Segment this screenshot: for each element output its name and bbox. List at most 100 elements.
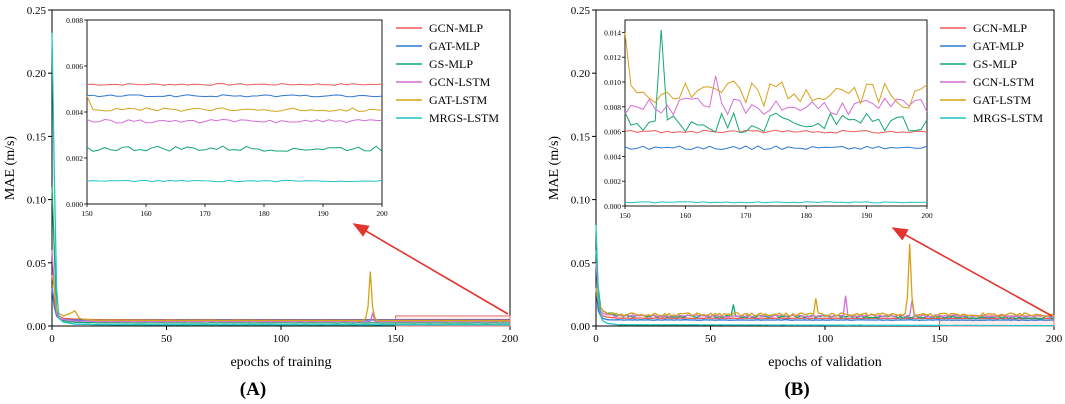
inset-x-tick-label: 170 bbox=[199, 209, 211, 218]
inset-x-tick-label: 150 bbox=[619, 211, 631, 220]
inset-x-tick-label: 170 bbox=[740, 211, 752, 220]
series-line-gcn-lstm bbox=[51, 250, 511, 323]
inset-x-tick-label: 190 bbox=[861, 211, 873, 220]
inset-series-line-gcn-mlp bbox=[624, 129, 928, 134]
series-line-mrgs-lstm bbox=[51, 32, 511, 326]
inset-y-tick-label: 0.012 bbox=[604, 53, 621, 62]
y-tick-label: 0.20 bbox=[571, 68, 591, 80]
x-axis-label: epochs of validation bbox=[768, 355, 882, 370]
inset-x-tick-label: 180 bbox=[258, 209, 270, 218]
series-line-gat-mlp bbox=[51, 288, 511, 321]
inset-series-line-gat-lstm bbox=[624, 32, 928, 109]
legend-label: GAT-MLP bbox=[429, 39, 480, 53]
inset-frame bbox=[86, 19, 383, 205]
inset-x-tick-label: 180 bbox=[801, 211, 813, 220]
panel-label-letter: B bbox=[791, 379, 804, 400]
y-tick-label: 0.10 bbox=[27, 195, 47, 207]
y-tick-label: 0.25 bbox=[571, 5, 591, 17]
x-tick-label: 100 bbox=[273, 333, 290, 345]
zoom-arrow bbox=[891, 227, 1053, 317]
legend-label: GAT-LSTM bbox=[429, 93, 488, 107]
y-tick-label: 0.05 bbox=[571, 258, 591, 270]
inset-y-tick-label: 0.008 bbox=[66, 16, 83, 25]
x-tick-label: 200 bbox=[502, 333, 519, 345]
y-tick-label: 0.20 bbox=[27, 68, 47, 80]
legend-label: GCN-LSTM bbox=[973, 75, 1035, 89]
x-tick-label: 200 bbox=[1046, 333, 1063, 345]
panel-label-letter: A bbox=[246, 379, 260, 400]
inset-x-tick-label: 200 bbox=[921, 211, 933, 220]
series-line-mrgs-lstm bbox=[595, 224, 1055, 327]
inset-series-line-gcn-lstm bbox=[624, 75, 928, 116]
x-tick-label: 100 bbox=[817, 333, 834, 345]
panel-label-close: ) bbox=[803, 379, 809, 400]
inset-y-tick-label: 0.008 bbox=[604, 103, 621, 112]
x-tick-label: 50 bbox=[705, 333, 717, 345]
series-line-gat-mlp bbox=[595, 288, 1055, 321]
inset-y-tick-label: 0.002 bbox=[604, 177, 621, 186]
inset-y-tick-label: 0.000 bbox=[66, 200, 83, 209]
panel-label: (A) bbox=[240, 379, 266, 400]
y-tick-label: 0.10 bbox=[571, 195, 591, 207]
panel-a: 0 50 100 150 200 0.00 0.05 0.10 0.15 0.20 0.25 epoc… bbox=[3, 5, 519, 400]
series-line-gs-mlp bbox=[595, 250, 1055, 320]
inset-x-tick-label: 150 bbox=[81, 209, 93, 218]
inset-x-tick-label: 160 bbox=[680, 211, 692, 220]
y-tick-label: 0.15 bbox=[571, 131, 591, 143]
legend-label: GCN-MLP bbox=[973, 21, 1027, 35]
inset-series-line-mrgs-lstm bbox=[624, 201, 927, 204]
inset-y-tick-label: 0.010 bbox=[604, 78, 621, 87]
series-line-gcn-lstm bbox=[595, 262, 1054, 318]
inset-series-line-gat-mlp bbox=[86, 94, 383, 98]
y-tick-label: 0.05 bbox=[27, 258, 47, 270]
y-tick-label: 0.00 bbox=[571, 321, 591, 333]
legend-label: GAT-LSTM bbox=[973, 93, 1032, 107]
x-tick-label: 150 bbox=[931, 333, 948, 345]
series-line-gat-lstm bbox=[595, 243, 1055, 318]
inset-x-tick-label: 190 bbox=[317, 209, 329, 218]
x-tick-label: 0 bbox=[49, 333, 55, 345]
inset-x-tick-label: 200 bbox=[376, 209, 388, 218]
x-tick-label: 150 bbox=[387, 333, 404, 345]
y-tick-label: 0.00 bbox=[27, 321, 47, 333]
x-axis-label: epochs of training bbox=[230, 355, 331, 370]
inset-y-tick-label: 0.002 bbox=[66, 154, 83, 163]
series-line-gat-lstm bbox=[51, 271, 511, 322]
x-tick-label: 50 bbox=[161, 333, 173, 345]
x-tick-label: 0 bbox=[593, 333, 599, 345]
inset-y-tick-label: 0.000 bbox=[604, 202, 621, 211]
series-line-gs-mlp bbox=[51, 186, 510, 324]
inset-series-line-gs-mlp bbox=[624, 29, 928, 134]
legend-label: GAT-MLP bbox=[973, 39, 1024, 53]
zoom-arrow bbox=[352, 223, 509, 315]
inset-series-line-gcn-lstm bbox=[86, 118, 383, 124]
y-tick-label: 0.15 bbox=[27, 131, 47, 143]
inset-x-tick-label: 160 bbox=[140, 209, 152, 218]
legend-label: GS-MLP bbox=[429, 57, 473, 71]
panel-label: (B) bbox=[784, 379, 809, 400]
y-axis-label: MAE (m/s) bbox=[547, 136, 562, 201]
legend-label: GCN-LSTM bbox=[429, 75, 491, 89]
inset-y-tick-label: 0.006 bbox=[604, 128, 621, 137]
legend-label: MRGS-LSTM bbox=[429, 111, 499, 125]
legend-label: MRGS-LSTM bbox=[973, 111, 1043, 125]
panel-label-close: ) bbox=[260, 379, 266, 400]
inset-y-tick-label: 0.014 bbox=[604, 28, 621, 37]
inset-y-tick-label: 0.006 bbox=[66, 62, 83, 71]
y-axis-label: MAE (m/s) bbox=[3, 136, 18, 201]
panel-label-open: ( bbox=[784, 379, 790, 400]
inset-series-line-mrgs-lstm bbox=[86, 179, 383, 183]
legend-label: GS-MLP bbox=[973, 57, 1017, 71]
inset-series-line-gat-lstm bbox=[86, 95, 383, 112]
legend-label: GCN-MLP bbox=[429, 21, 483, 35]
inset-y-tick-label: 0.004 bbox=[604, 152, 621, 161]
series-line-gcn-mlp bbox=[51, 287, 510, 321]
inset-series-line-gat-mlp bbox=[624, 145, 928, 151]
y-tick-label: 0.25 bbox=[27, 5, 47, 17]
panel-label-open: ( bbox=[240, 379, 246, 400]
panel-b: 0 50 100 150 200 0.00 0.05 0.10 0.15 0.20 0.25 epoc… bbox=[547, 5, 1063, 400]
inset-series-line-gcn-mlp bbox=[86, 82, 383, 86]
inset-y-tick-label: 0.004 bbox=[66, 108, 83, 117]
inset-series-line-gs-mlp bbox=[86, 145, 383, 152]
